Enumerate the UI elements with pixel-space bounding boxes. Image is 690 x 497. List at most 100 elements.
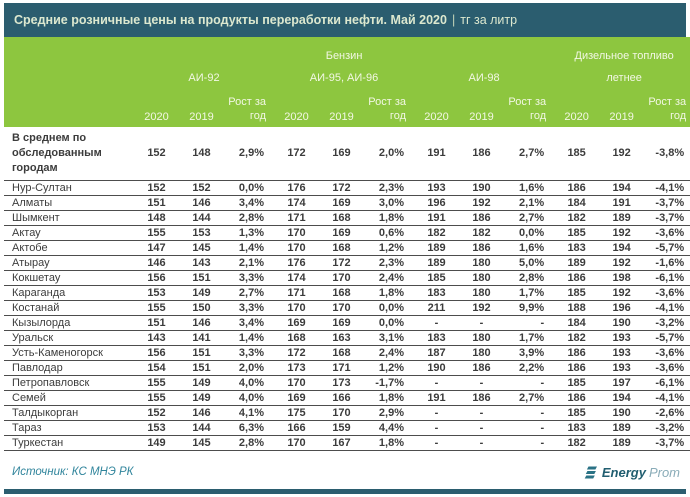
col-header-2020: 2020 (414, 91, 459, 127)
table-cell: 183 (414, 285, 459, 301)
table-cell: 150 (179, 300, 224, 316)
table-row: Атырау 146 143 2,1% 176 172 2,3% 189 180 5,0% 189 1… (4, 255, 690, 271)
table-cell: 186 (554, 390, 600, 406)
table-row: Кызылорда 151 146 3,4% 169 169 0,0% - - -184 190 -3… (4, 315, 690, 331)
table-cell: 1,2% (364, 360, 414, 376)
table-cell: 186 (554, 345, 600, 361)
table-cell: 176 (274, 180, 319, 196)
col-header-2019: 2019 (319, 91, 364, 127)
table-cell: 188 (554, 300, 600, 316)
row-label: Петропавловск (4, 375, 134, 391)
table-cell: 197 (599, 375, 645, 391)
col-header-growth: Рост за год (504, 91, 555, 127)
table-row: Караганда 153 149 2,7% 171 168 1,8% 183 180 1,7% 1… (4, 285, 690, 301)
table-row: Шымкент 148 144 2,8% 171 168 1,8% 191 186 2,7% 182… (4, 210, 690, 226)
table-cell: 186 (459, 360, 504, 376)
table-cell: 2,0% (364, 127, 414, 181)
row-label: Алматы (4, 195, 134, 211)
table-cell: 185 (554, 225, 600, 241)
table-cell: -3,7% (644, 435, 690, 451)
table-cell: 185 (414, 270, 459, 286)
table-row: Усть-Каменогорск 156 151 3,3% 172 168 2,4% 187 1… (4, 345, 690, 361)
table-cell: -1,6% (644, 255, 690, 271)
table-cell: 186 (459, 210, 504, 226)
table-cell: 3,3% (224, 345, 274, 361)
table-cell: 146 (179, 405, 224, 421)
table-cell: 170 (319, 405, 364, 421)
table-cell: 144 (179, 420, 224, 436)
table-cell: 186 (459, 240, 504, 256)
table-cell: 189 (414, 240, 459, 256)
table-cell: - (414, 405, 459, 421)
table-cell: - (504, 375, 555, 391)
table-cell: 192 (599, 225, 645, 241)
table-cell: 159 (319, 420, 364, 436)
table-row: Павлодар 154 151 2,0% 173 171 1,2% 190 186 2,2% 18… (4, 360, 690, 376)
page-title: Средние розничные цены на продукты перер… (14, 13, 447, 27)
bottom-accent-bar (4, 489, 686, 494)
table-cell: -3,2% (644, 420, 690, 436)
table-cell: -3,7% (644, 210, 690, 226)
table-cell: - (459, 405, 504, 421)
row-label: Кокшетау (4, 270, 134, 286)
table-cell: 152 (179, 180, 224, 196)
table-cell: 194 (599, 180, 645, 196)
table-cell: 185 (554, 375, 600, 391)
source-note: Источник: КС МНЭ РК (12, 466, 134, 478)
table-cell: 1,7% (504, 330, 555, 346)
table-cell: 180 (459, 330, 504, 346)
table-cell: 2,8% (224, 210, 274, 226)
table-cell: 169 (319, 225, 364, 241)
table-cell: - (459, 435, 504, 451)
table-cell: 171 (319, 360, 364, 376)
table-cell: 155 (134, 375, 179, 391)
table-cell: - (504, 435, 555, 451)
table-cell: 155 (134, 390, 179, 406)
table-cell: 2,8% (504, 270, 555, 286)
table-cell: 173 (319, 375, 364, 391)
table-cell: 3,0% (364, 195, 414, 211)
table-row: Нур-Султан 152 152 0,0% 176 172 2,3% 193 190 1,6%… (4, 180, 690, 196)
table-cell: 2,9% (224, 127, 274, 181)
table-cell: -4,1% (644, 180, 690, 196)
table-cell: 144 (179, 210, 224, 226)
table-cell: 168 (319, 345, 364, 361)
table-row: В среднем по обследованным городам 152 148… (4, 127, 690, 181)
table-cell: 169 (274, 315, 319, 331)
col-header-2019: 2019 (459, 91, 504, 127)
year-header-row: 2020 2019 Рост за год 2020 2019 Рост за … (4, 91, 690, 127)
table-cell: 196 (414, 195, 459, 211)
col-header-2020: 2020 (134, 91, 179, 127)
table-cell: 2,3% (364, 180, 414, 196)
table-cell: 3,9% (504, 345, 555, 361)
table-cell: 180 (459, 270, 504, 286)
table-cell: 170 (319, 270, 364, 286)
table-cell: 1,2% (364, 240, 414, 256)
table-cell: 145 (179, 240, 224, 256)
grade-header-ai92: АИ-92 (134, 64, 274, 91)
table-cell: 174 (274, 270, 319, 286)
table-cell: 152 (134, 405, 179, 421)
table-cell: 190 (414, 360, 459, 376)
table-cell: - (459, 315, 504, 331)
table-cell: 149 (179, 375, 224, 391)
table-cell: 1,4% (224, 240, 274, 256)
row-label: Талдыкорган (4, 405, 134, 421)
table-cell: 183 (414, 330, 459, 346)
table-cell: 1,3% (224, 225, 274, 241)
table-cell: 194 (599, 240, 645, 256)
table-cell: 189 (554, 255, 600, 271)
table-row: Костанай 155 150 3,3% 170 170 0,0% 211 192 9,9% 18… (4, 300, 690, 316)
table-cell: 1,8% (364, 390, 414, 406)
table-cell: 154 (134, 360, 179, 376)
table-cell: 170 (274, 435, 319, 451)
table-cell: 143 (179, 255, 224, 271)
row-label: Кызылорда (4, 315, 134, 331)
table-cell: 182 (554, 330, 600, 346)
table-cell: - (414, 420, 459, 436)
title-unit: тг за литр (460, 13, 518, 27)
table-cell: 156 (134, 270, 179, 286)
table-row: Тараз 153 144 6,3% 166 159 4,4% - - -183 189 -3,2% (4, 420, 690, 436)
table-cell: 151 (134, 315, 179, 331)
